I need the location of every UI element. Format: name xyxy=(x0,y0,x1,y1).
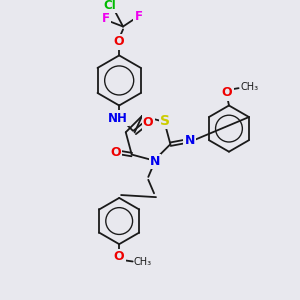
Text: N: N xyxy=(184,134,195,147)
Text: CH₃: CH₃ xyxy=(134,257,152,267)
Text: O: O xyxy=(114,35,124,48)
Text: NH: NH xyxy=(108,112,128,124)
Text: N: N xyxy=(150,155,160,168)
Text: CH₃: CH₃ xyxy=(241,82,259,92)
Text: O: O xyxy=(114,250,124,263)
Text: Cl: Cl xyxy=(103,0,116,12)
Text: O: O xyxy=(110,146,121,159)
Text: S: S xyxy=(160,114,170,128)
Text: F: F xyxy=(134,11,142,23)
Text: O: O xyxy=(222,86,232,100)
Text: F: F xyxy=(102,12,110,25)
Text: O: O xyxy=(143,116,153,129)
